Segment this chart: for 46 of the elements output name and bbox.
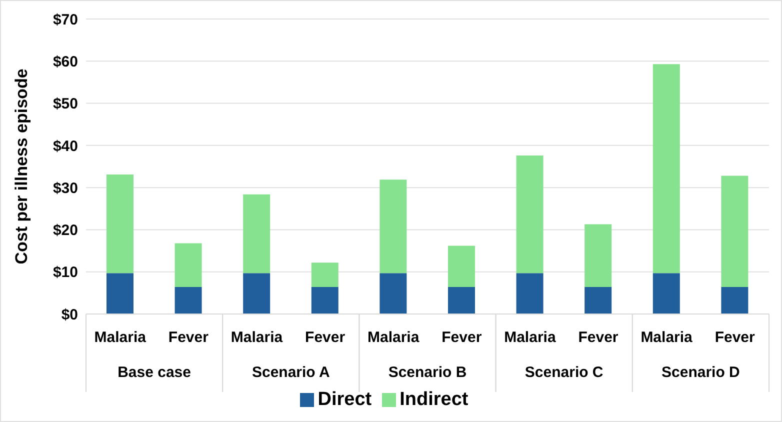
- bar: [106, 273, 134, 314]
- y-axis-title: Cost per illness episode: [12, 68, 32, 264]
- x-tick-label: Fever: [442, 329, 482, 346]
- text: Scenario A: [252, 364, 330, 381]
- bar: [311, 262, 338, 288]
- bar: [721, 176, 748, 288]
- bar: [380, 180, 407, 274]
- x-tick-label: Fever: [168, 329, 209, 346]
- x-tick-label: Malaria: [94, 329, 147, 346]
- y-tick-label: $40: [52, 138, 78, 155]
- bar: [311, 287, 338, 314]
- text: Scenario C: [524, 364, 604, 381]
- text: Base case: [118, 364, 192, 381]
- y-tick-label: $70: [52, 11, 78, 28]
- text: Scenario D: [662, 364, 740, 381]
- bar: [516, 156, 544, 274]
- bar: [652, 64, 680, 274]
- y-tick-label: $0: [61, 306, 78, 324]
- x-tick-label: Fever: [578, 329, 618, 346]
- y-tick-label: $20: [52, 222, 78, 240]
- legend-label: Indirect: [400, 389, 468, 410]
- bar: [652, 273, 680, 314]
- x-tick-label: Malaria: [368, 329, 420, 346]
- bar: [174, 243, 202, 288]
- bar: [380, 273, 407, 314]
- bar: [174, 287, 202, 314]
- x-tick-label: Malaria: [230, 329, 284, 346]
- y-tick-label: $60: [52, 53, 78, 70]
- legend-label: Direct: [318, 389, 372, 410]
- bar: [106, 174, 134, 274]
- bar: [448, 287, 475, 314]
- bar: [584, 287, 612, 314]
- bar: [516, 273, 544, 314]
- y-tick-label: $30: [52, 180, 78, 197]
- y-tick-label: $50: [52, 96, 78, 113]
- bar: [448, 246, 475, 288]
- x-tick-label: Fever: [714, 329, 756, 346]
- bar: [243, 273, 270, 314]
- x-tick-label: Fever: [305, 329, 346, 346]
- y-tick-label: $10: [52, 264, 78, 282]
- x-tick-label: Malaria: [640, 329, 694, 346]
- bar: [721, 287, 748, 314]
- bar: [243, 194, 270, 274]
- text: Scenario B: [388, 364, 467, 381]
- x-tick-label: Malaria: [504, 329, 556, 346]
- bar: [584, 224, 612, 288]
